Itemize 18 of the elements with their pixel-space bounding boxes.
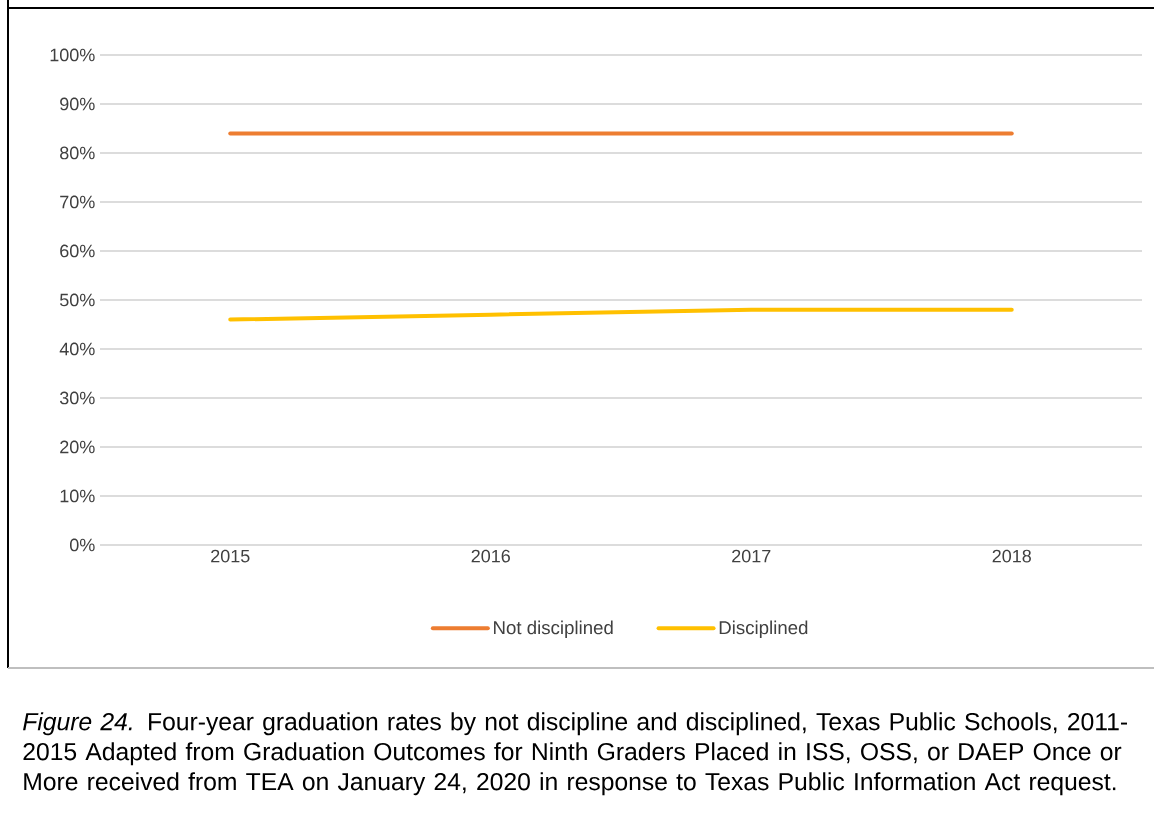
y-tick-label: 80% — [60, 146, 95, 160]
x-tick-label: 2017 — [732, 549, 771, 563]
legend-label: Disciplined — [719, 620, 808, 638]
y-tick-label: 50% — [59, 293, 95, 307]
y-tick-label: 20% — [60, 440, 95, 454]
x-tick-label: 2015 — [211, 549, 250, 563]
y-tick-label: 70% — [60, 195, 95, 209]
y-tick-label: 40% — [59, 342, 95, 356]
text: Figure 24. Four-year graduation rates by not discipline and disciplined, Texas Public Schools, 2011-2015 Adapted from Graduation Outcomes for Ninth Graders Placed in ISS, OSS, or DAEP Once or More received from TEA on January 24, 2020 in response to Texas Public Information Act request. — [23, 712, 1128, 796]
y-tick-label: 10% — [60, 489, 95, 503]
x-tick-label: 2018 — [992, 549, 1031, 563]
y-tick-label: 90% — [60, 97, 95, 111]
y-tick-label: 100% — [50, 48, 95, 62]
x-tick-label: 2016 — [471, 549, 510, 563]
y-tick-label: 30% — [59, 391, 95, 405]
y-tick-label: 60% — [60, 244, 95, 258]
y-tick-label: 0% — [69, 538, 95, 552]
legend-label: Not disciplined — [494, 620, 613, 638]
